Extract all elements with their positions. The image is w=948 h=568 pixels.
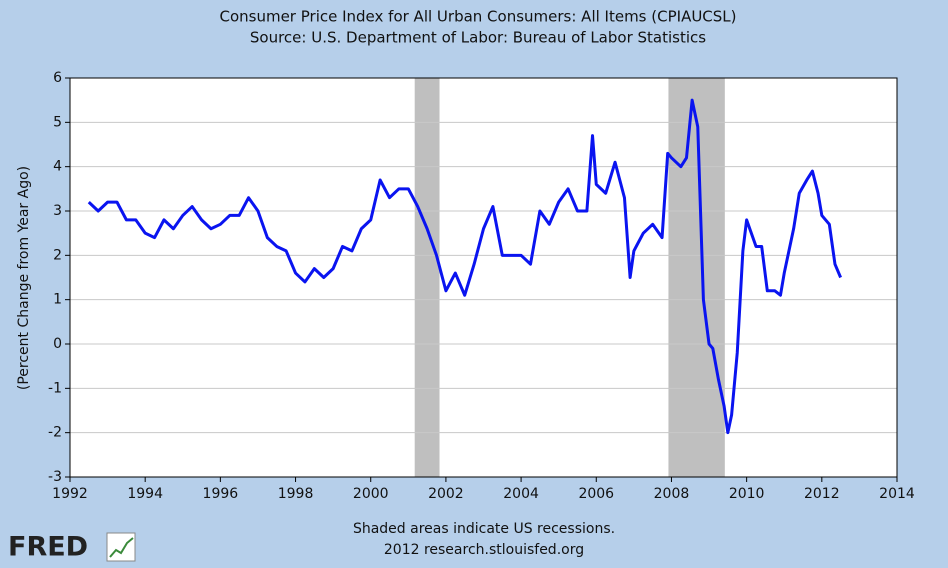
recession-note: Shaded areas indicate US recessions. (353, 521, 615, 537)
data-line (87, 98, 842, 435)
y-tick-label: 5 (53, 114, 62, 130)
x-tick-label: 2008 (654, 486, 690, 502)
y-axis-label: (Percent Change from Year Ago) (16, 166, 32, 390)
logo-icon (106, 532, 136, 562)
recession-band (414, 78, 440, 477)
chart-title: Consumer Price Index for All Urban Consu… (219, 8, 736, 26)
y-tick-label: 1 (53, 292, 62, 308)
x-tick-label: 1996 (203, 486, 239, 502)
recession-band (668, 78, 725, 477)
y-tick-label: -3 (48, 469, 62, 485)
x-tick-label: 2014 (879, 486, 915, 502)
x-tick-label: 2000 (353, 486, 389, 502)
credit: 2012 research.stlouisfed.org (384, 542, 584, 558)
x-tick-label: 1994 (127, 486, 163, 502)
y-tick-label: 3 (53, 203, 62, 219)
y-tick-label: 4 (53, 159, 62, 175)
x-tick-label: 2002 (428, 486, 464, 502)
plot-border (69, 77, 898, 478)
x-tick-label: 1992 (52, 486, 88, 502)
x-tick-label: 2010 (729, 486, 765, 502)
chart-subtitle: Source: U.S. Department of Labor: Bureau… (250, 29, 706, 47)
logo: FRED (8, 532, 88, 563)
y-tick-label: -1 (48, 380, 62, 396)
y-tick-label: 2 (53, 247, 62, 263)
x-tick-label: 2012 (804, 486, 840, 502)
y-tick-label: 6 (53, 70, 62, 86)
x-tick-label: 2006 (578, 486, 614, 502)
x-tick-label: 2004 (503, 486, 539, 502)
y-tick-label: -2 (48, 425, 62, 441)
plot-area (70, 78, 897, 477)
y-tick-label: 0 (53, 336, 62, 352)
x-tick-label: 1998 (278, 486, 314, 502)
